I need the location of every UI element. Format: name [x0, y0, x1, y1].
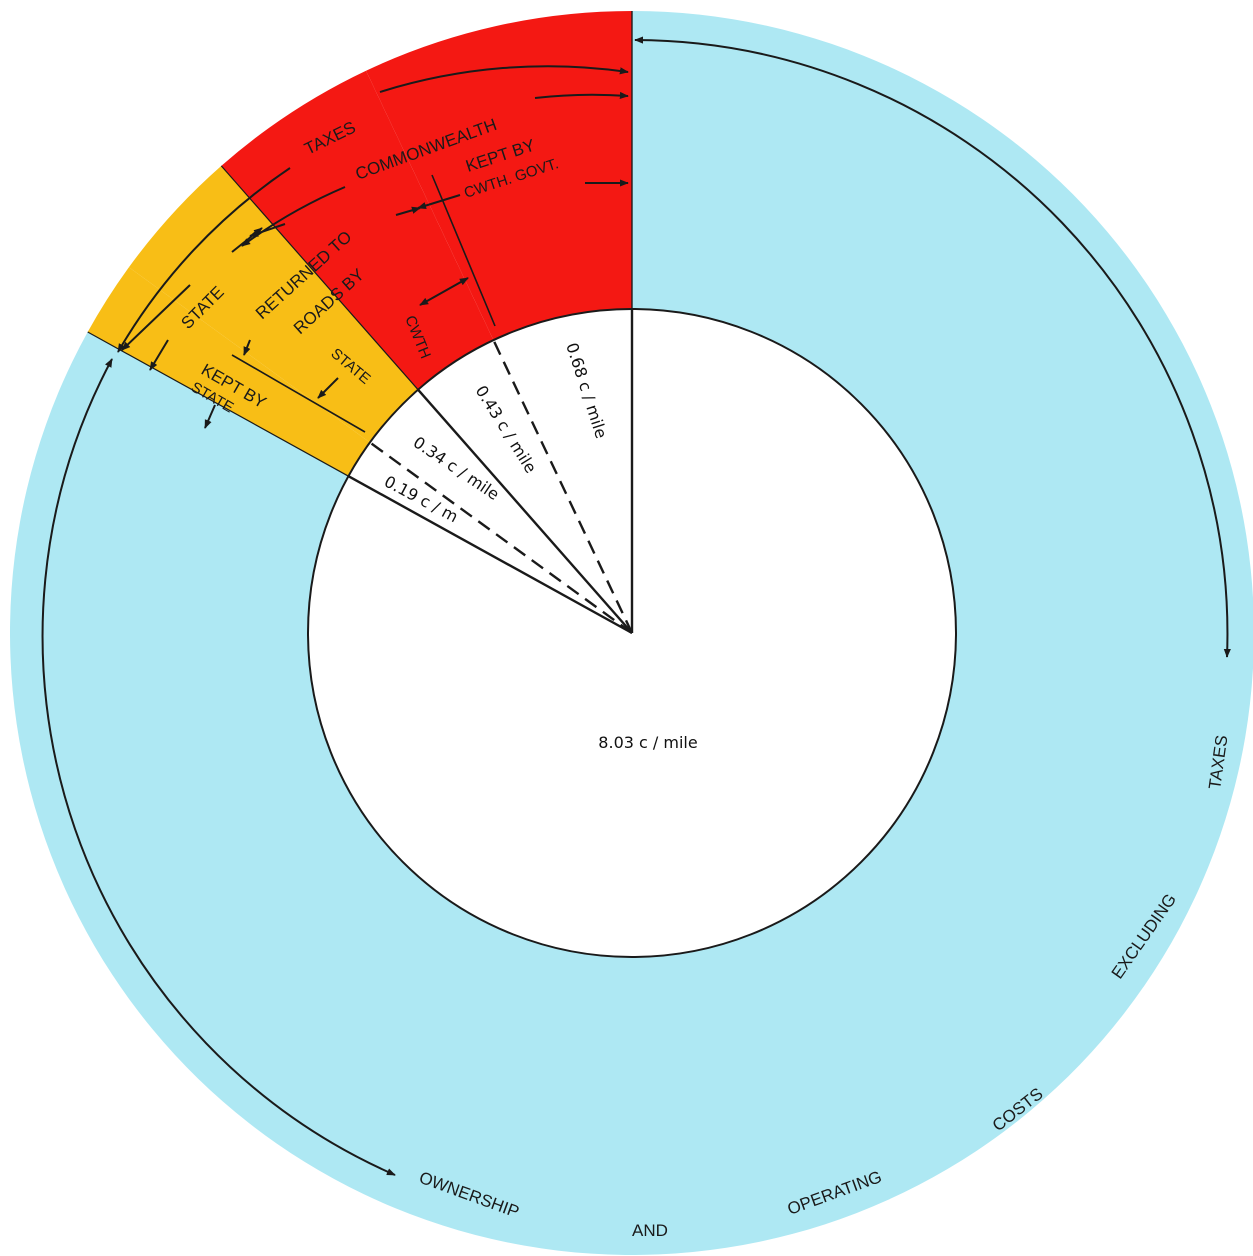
divider-cwth_returned [417, 388, 633, 634]
returned-arrow-right [395, 206, 421, 216]
ring-segment-cwth_returned [221, 70, 494, 390]
state-return-arrow [317, 377, 339, 399]
divider-cwth_kept [492, 339, 634, 634]
taxes-arc-arrow-left [117, 167, 291, 353]
slice-value-operating: 8.03 c / mile [598, 733, 697, 752]
kept-cwth-leader [431, 174, 496, 327]
commonwealth-arrow-right [534, 91, 629, 100]
divider-state_returned [369, 441, 633, 634]
ring-divider-cwth_returned [220, 165, 419, 391]
kept-by-state-arrow-2 [204, 404, 216, 429]
state-arrow-right [231, 227, 263, 253]
state-arrow-left [121, 284, 191, 351]
operating-cost-arc-arrow [634, 36, 1231, 658]
ring-segment-cwth_kept [366, 11, 632, 341]
kept-by-cwth-arrow-left [417, 194, 461, 210]
taxes-arc-arrow-right [379, 65, 629, 93]
commonwealth-arrow-left [241, 186, 346, 247]
state-dim-arrow [149, 339, 169, 371]
returned-state-leader [231, 354, 366, 433]
operating-cost-arc-arrow-left [41, 358, 396, 1176]
arc-word-and: AND [632, 1221, 668, 1240]
cwth-return-arrow [419, 277, 469, 306]
kept-by-state-arrow [243, 339, 251, 356]
